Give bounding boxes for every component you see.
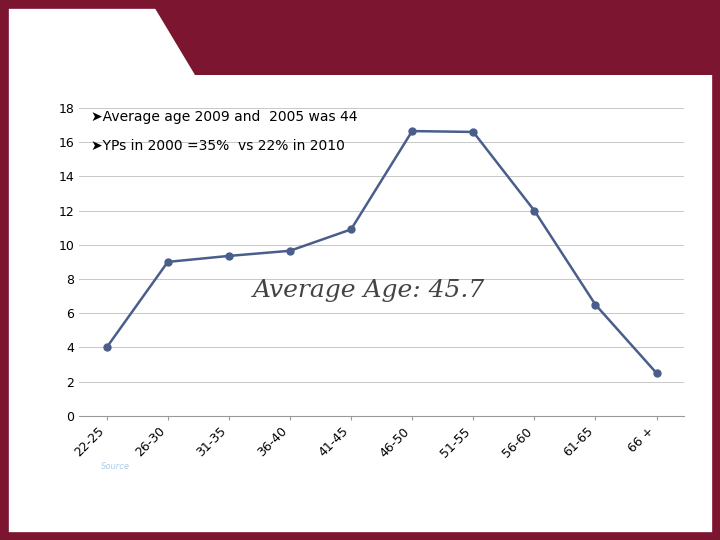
Text: AVIATIONWEEK: AVIATIONWEEK bbox=[99, 481, 181, 491]
Polygon shape bbox=[150, 0, 720, 75]
Text: Advantage: Advantage bbox=[73, 503, 157, 517]
Text: ➤YPs in 2000 =35%  vs 22% in 2010: ➤YPs in 2000 =35% vs 22% in 2010 bbox=[91, 139, 345, 153]
Text: Average Age: 45.7: Average Age: 45.7 bbox=[253, 280, 485, 302]
Text: Industry Average Age: Industry Average Age bbox=[213, 19, 688, 57]
Text: Source: Source bbox=[101, 462, 130, 471]
Text: ❧: ❧ bbox=[82, 475, 99, 494]
Text: ➤Average age 2009 and  2005 was 44: ➤Average age 2009 and 2005 was 44 bbox=[91, 110, 358, 124]
